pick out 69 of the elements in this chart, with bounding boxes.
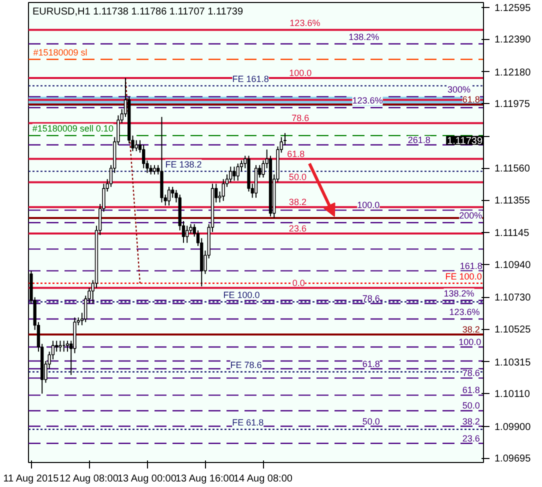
- candlestick: [58, 340, 62, 352]
- annotation: 61.8: [462, 385, 480, 396]
- annotation: 78.6: [292, 113, 310, 124]
- annotation: 23.6: [462, 433, 480, 444]
- annotation: 61.8: [462, 94, 480, 104]
- annotation: 100.0: [458, 336, 482, 347]
- annotation: 50.0: [288, 172, 306, 182]
- annotation: 61.8: [287, 148, 305, 159]
- x-tick-label: 13 Aug 16:00: [175, 474, 235, 484]
- annotation: 38.2: [462, 324, 480, 335]
- annotation: 78.6: [362, 293, 380, 304]
- y-tick-label: 1.10110: [494, 389, 530, 400]
- annotation: #15180009 sell 0.10: [32, 124, 114, 134]
- candlestick: [171, 186, 174, 198]
- annotation: 50.0: [462, 400, 480, 411]
- y-tick-label: 1.12180: [494, 67, 532, 78]
- annotation: 38.2: [288, 197, 306, 208]
- annotation: 200%: [459, 210, 482, 221]
- annotation: FE 100.0: [445, 271, 482, 282]
- candlestick: [236, 163, 240, 182]
- y-tick-label: 1.10315: [494, 357, 532, 368]
- candlestick: [222, 178, 225, 202]
- annotation: 78.6: [462, 368, 480, 378]
- annotation: 1.11739: [447, 136, 483, 147]
- chart-title: EURUSD,H1 1.11738 1.11786 1.11707 1.11739: [32, 6, 244, 18]
- annotation: 0.0: [292, 278, 305, 288]
- annotation: 138.2%: [444, 288, 474, 298]
- candlestick: [167, 186, 171, 206]
- annotation: 61.8: [362, 358, 380, 369]
- annotation: 261.8: [408, 134, 430, 145]
- y-tick-label: 1.11355: [494, 196, 530, 207]
- annotation: FE 100.0: [223, 290, 260, 300]
- x-tick-label: 14 Aug 08:00: [234, 474, 293, 484]
- y-tick-label: 1.11975: [494, 99, 530, 110]
- y-tick-label: 1.09695: [494, 454, 532, 465]
- y-tick-label: 1.10525: [494, 324, 532, 336]
- annotation: 300%: [448, 84, 471, 95]
- annotation: FE 78.6: [230, 360, 262, 370]
- candlestick: [134, 140, 138, 152]
- annotation: 23.6: [288, 224, 306, 234]
- candlestick: [66, 340, 70, 352]
- annotation: 161.8: [460, 260, 482, 271]
- y-tick-label: 1.12390: [494, 34, 532, 46]
- annotation: 123.6%: [290, 18, 320, 28]
- annotation: 123.6%: [449, 307, 480, 318]
- annotation: #15180009 sl: [33, 47, 88, 58]
- annotation: 100.0: [289, 68, 312, 78]
- y-tick-label: 1.10730: [494, 292, 532, 304]
- y-tick-label: 1.09900: [494, 422, 532, 433]
- x-tick-label: 11 Aug 2015: [3, 474, 60, 484]
- candlestick: [232, 166, 236, 182]
- y-tick-label: 1.10940: [494, 260, 532, 272]
- annotation: 38.2: [462, 416, 480, 426]
- annotation: FE 138.2: [165, 159, 202, 170]
- candlestick: [55, 340, 58, 352]
- y-tick-label: 1.11560: [494, 164, 530, 175]
- annotation: 123.6%: [352, 96, 383, 106]
- y-tick-label: 1.12595: [494, 2, 532, 14]
- x-tick-label: 13 Aug 00:00: [117, 474, 177, 484]
- annotation: FE 161.8: [232, 74, 269, 84]
- annotation: 100.0: [357, 200, 380, 210]
- candlestick: [229, 166, 232, 183]
- annotation: 138.2%: [348, 32, 380, 42]
- annotation: FE 61.8: [232, 417, 264, 428]
- x-tick-label: 12 Aug 08:00: [59, 474, 119, 484]
- candlestick: [186, 225, 189, 244]
- y-tick-label: 1.11145: [494, 228, 530, 240]
- candlestick: [142, 144, 146, 169]
- annotation: 50.0: [362, 416, 380, 426]
